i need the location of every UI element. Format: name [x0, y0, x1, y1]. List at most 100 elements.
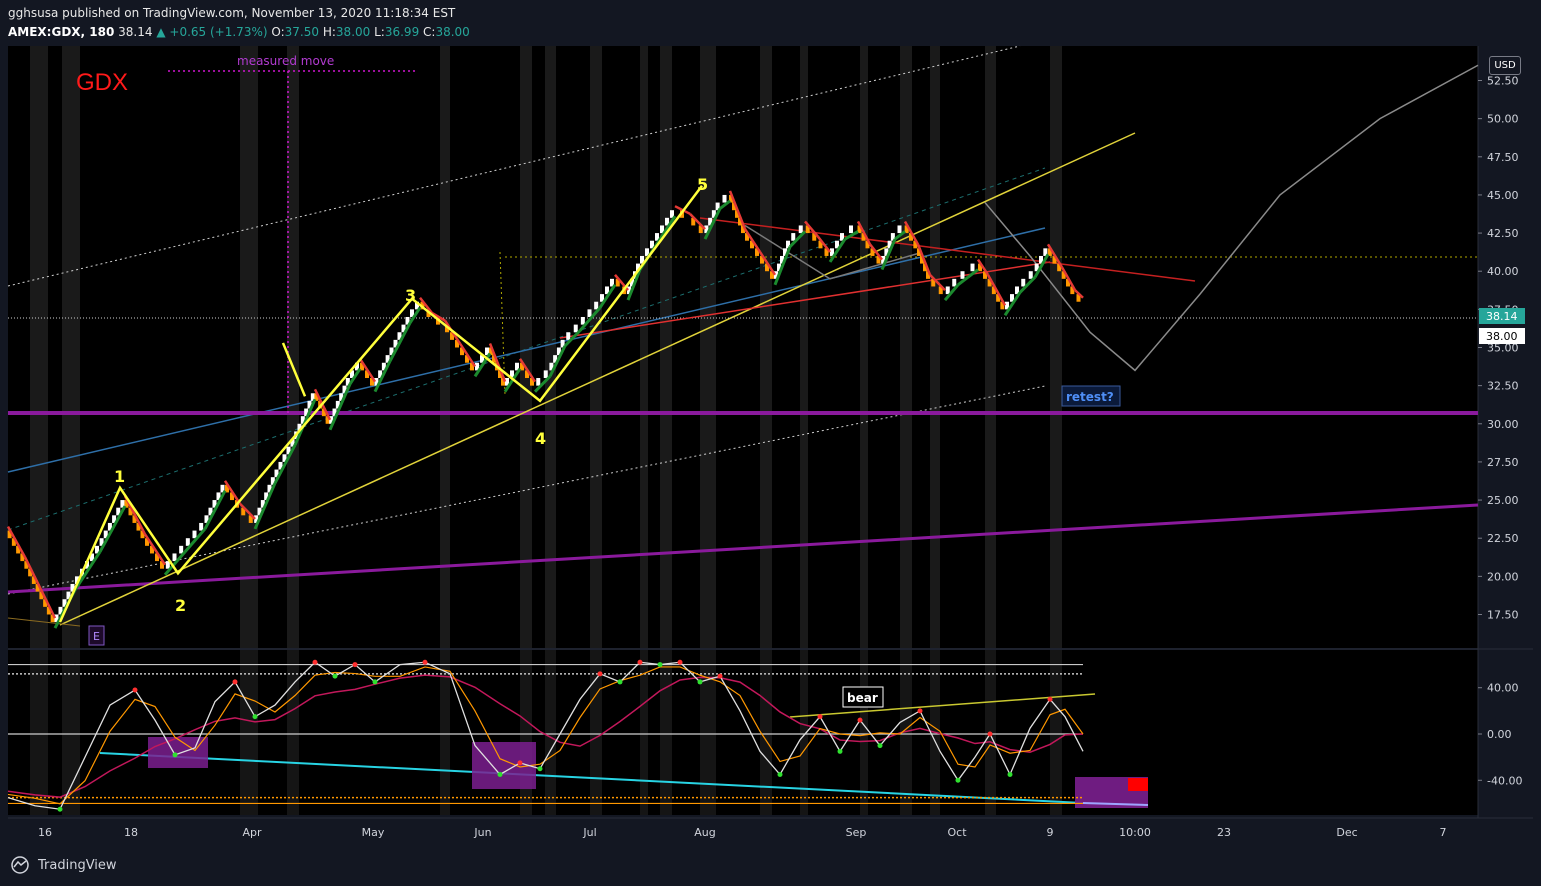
renko-brick — [865, 240, 870, 249]
wave-label-1: 1 — [114, 467, 125, 486]
renko-brick — [881, 255, 886, 264]
renko-brick — [560, 339, 565, 348]
renko-brick — [314, 393, 319, 401]
measured-move-label: measured move — [237, 54, 334, 68]
osc-fast-white — [7, 661, 1084, 810]
elliott-wave-path — [58, 185, 703, 623]
renko-brick — [741, 225, 745, 234]
osc-zone-flag — [1128, 778, 1148, 791]
volume-band-17 — [1050, 46, 1062, 648]
renko-brick — [991, 286, 996, 295]
renko-brick — [587, 309, 592, 317]
main-plot-area[interactable] — [8, 46, 1478, 648]
renko-brick — [248, 515, 253, 523]
downtrend-stop-line — [23, 556, 57, 619]
renko-brick — [996, 294, 1001, 302]
renko-brick — [107, 522, 112, 531]
renko-brick — [321, 408, 326, 417]
earnings-marker[interactable] — [88, 625, 105, 646]
renko-brick — [945, 286, 950, 295]
renko-brick — [549, 362, 554, 371]
downtrend-stop-line — [728, 190, 747, 230]
renko-brick — [783, 248, 787, 256]
price-tick-label: 32.50 — [1487, 380, 1519, 393]
renko-brick — [342, 385, 347, 394]
tradingview-brand[interactable]: TradingView — [38, 857, 117, 873]
uptrend-stop-line — [880, 238, 897, 271]
renko-brick — [165, 561, 170, 569]
renko-brick — [1043, 248, 1048, 256]
renko-brick — [722, 194, 727, 203]
osc-trough-dot — [777, 772, 783, 777]
time-tick-label: Aug — [694, 826, 715, 839]
price-tick-label: 52.50 — [1487, 75, 1519, 88]
renko-brick — [475, 362, 479, 371]
renko-brick — [264, 492, 269, 501]
renko-brick — [627, 286, 631, 295]
renko-brick — [745, 233, 749, 241]
renko-brick — [99, 538, 104, 546]
renko-brick — [282, 454, 287, 462]
renko-brick — [729, 194, 733, 203]
volume-band-12 — [800, 46, 808, 648]
renko-brick — [140, 530, 145, 539]
renko-brick — [897, 225, 902, 234]
uptrend-stop-line — [293, 398, 317, 446]
price-tick-label: 35.00 — [1487, 342, 1519, 355]
time-tick-label: 16 — [38, 826, 52, 839]
downtrend-stop-line — [976, 258, 990, 276]
renko-brick — [501, 378, 505, 386]
renko-brick — [665, 217, 669, 226]
renko-brick — [35, 583, 40, 592]
osc-trough-dot — [617, 679, 623, 685]
wave-label-5: 5 — [697, 175, 708, 194]
channel-upper — [7, 45, 1021, 287]
renko-brick — [374, 378, 379, 386]
renko-brick — [355, 362, 359, 371]
time-tick-label: Dec — [1336, 826, 1357, 839]
uptrend-stop-line — [73, 551, 102, 591]
symbol-name[interactable]: AMEX:GDX, 180 — [8, 25, 115, 39]
downtrend-stop-line — [1074, 289, 1084, 299]
wave-label-4: 4 — [535, 429, 546, 448]
uptrend-stop-line — [967, 268, 979, 279]
earnings-marker-label: E — [93, 630, 100, 643]
renko-brick — [1005, 301, 1009, 310]
renko-brick — [310, 393, 315, 401]
volume-band-osc-11 — [760, 650, 772, 815]
downtrend-stop-line — [758, 251, 777, 276]
time-tick-label: Jul — [582, 826, 596, 839]
high-label: H: — [322, 25, 336, 39]
osc-trough-dot — [1007, 772, 1013, 777]
uptrend-stop-line — [957, 276, 969, 287]
symbol-line: AMEX:GDX, 180 38.14 ▲ +0.65 (+1.73%) O:3… — [8, 25, 470, 39]
renko-brick — [278, 461, 283, 470]
time-axis[interactable]: 16 18 Apr May Jun Jul Aug Sep Oct 9 10:00 23 Dec 7 — [38, 826, 1447, 839]
renko-brick — [960, 271, 965, 279]
price-change: +0.65 (+1.73%) — [169, 25, 268, 39]
price-tick-label: 45.00 — [1487, 189, 1519, 202]
renko-brick — [498, 370, 502, 379]
close-price-tag — [1479, 328, 1525, 344]
oscillator-plot-area[interactable] — [8, 650, 1478, 815]
renko-brick — [489, 347, 493, 356]
renko-brick — [791, 233, 796, 241]
earnings-base — [7, 617, 81, 627]
volume-band-13 — [860, 46, 868, 648]
currency-button[interactable]: USD — [1489, 56, 1521, 75]
renko-brick — [332, 408, 337, 417]
renko-brick — [1010, 294, 1014, 302]
oscillator-axis[interactable]: 40.00 0.00 -40.00 — [1478, 682, 1522, 788]
renko-brick — [415, 301, 419, 310]
yellow-trendline — [59, 132, 1136, 626]
uptrend-stop-line — [844, 230, 859, 241]
price-axis[interactable]: 52.5050.0047.5045.0042.5040.0037.5035.00… — [1478, 75, 1519, 622]
volume-band-osc-12 — [800, 650, 808, 815]
osc-peak-dot — [857, 717, 863, 723]
renko-brick — [983, 271, 987, 279]
renko-brick — [1070, 286, 1075, 295]
volume-band-osc-5 — [520, 650, 532, 815]
osc-peak-dot — [312, 659, 318, 665]
renko-brick — [325, 416, 330, 424]
volume-band-2 — [240, 46, 258, 648]
